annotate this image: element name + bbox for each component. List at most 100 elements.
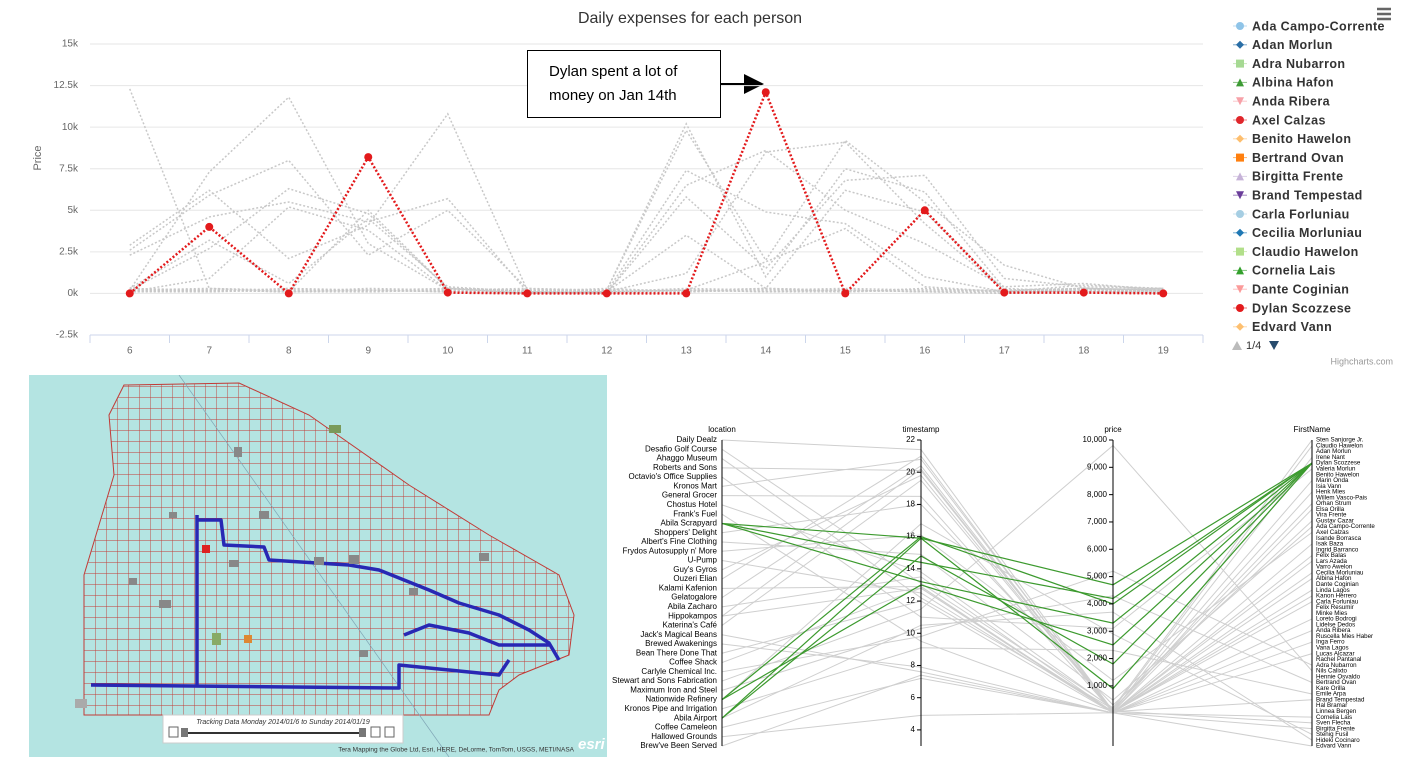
name-label: Sven Flecha	[1316, 720, 1351, 727]
x-tick-label: 7	[206, 346, 212, 357]
name-label: Elsa Orilla	[1316, 506, 1345, 513]
name-label: Irene Nant	[1316, 454, 1345, 461]
record-line	[721, 508, 1313, 713]
axis-tick-label: 1,000	[1087, 681, 1108, 690]
legend-label: Cornelia Lais	[1252, 264, 1336, 278]
record-line	[721, 587, 1313, 714]
legend-item[interactable]: Birgitta Frente	[1233, 170, 1343, 184]
location-label: Bean There Done That	[636, 648, 718, 657]
record-line	[721, 468, 1313, 630]
menu-button[interactable]	[1374, 6, 1394, 22]
previous-button[interactable]	[370, 726, 381, 738]
legend-symbol	[1236, 153, 1244, 162]
series-line	[129, 189, 1164, 293]
axis-tick-label: 4	[911, 725, 916, 734]
legend-item[interactable]: Dante Coginian	[1233, 282, 1349, 296]
data-point	[602, 289, 611, 298]
name-label: Ingrid Barranco	[1316, 546, 1359, 553]
name-label: Sten Sanjorge Jr.	[1316, 437, 1364, 444]
location-label: Hallowed Grounds	[651, 732, 717, 741]
legend-item[interactable]: Edvard Vann	[1233, 320, 1332, 334]
name-label: Adan Morlun	[1316, 448, 1352, 455]
legend-item[interactable]: Ada Campo-Corrente	[1233, 19, 1385, 33]
legend-item[interactable]: Brand Tempestad	[1233, 188, 1363, 202]
name-label: Varro Awelon	[1316, 564, 1353, 571]
legend-item[interactable]: Claudio Hawelon	[1233, 245, 1359, 259]
highlighted-record	[721, 462, 1313, 600]
location-label: Kronos Mart	[673, 481, 717, 490]
name-label: Rachel Pantanal	[1316, 656, 1361, 663]
legend-label: Adra Nubarron	[1252, 57, 1345, 71]
legend-item[interactable]: Axel Calzas	[1233, 113, 1326, 127]
location-label: Kalami Kafenion	[659, 583, 717, 592]
location-label: Shoppers' Delight	[654, 528, 718, 537]
name-label: Willem Vasco-Pais	[1316, 494, 1367, 501]
location-label: Hippokampos	[668, 611, 717, 620]
record-line	[721, 600, 1313, 714]
name-label: Bertrand Ovan	[1316, 679, 1357, 686]
legend-label: Edvard Vann	[1252, 320, 1332, 334]
legend-item[interactable]: Benito Hawelon	[1233, 132, 1351, 146]
axis-tick-label: 10,000	[1083, 435, 1108, 444]
series-line	[129, 112, 1164, 291]
legend-item[interactable]: Albina Hafon	[1233, 76, 1334, 90]
parallel-chart: location timestamp price FirstName Daily Dea…	[612, 425, 1375, 750]
legend-item[interactable]: Adra Nubarron	[1233, 57, 1345, 71]
location-label: Daily Dealz	[677, 435, 717, 444]
axis-tick-label: 4,000	[1087, 599, 1108, 608]
chart-title: Daily expenses for each person	[578, 10, 802, 27]
axis-title: FirstName	[1294, 425, 1331, 434]
legend-symbol	[1236, 304, 1244, 312]
record-line	[721, 611, 1313, 741]
name-label: Minke Mies	[1316, 610, 1347, 617]
x-tick-label: 16	[919, 346, 931, 357]
play-button[interactable]	[168, 726, 179, 738]
axis-tick-label: 5,000	[1087, 572, 1108, 581]
series-line	[129, 289, 1164, 293]
name-label: Henk Mies	[1316, 489, 1345, 496]
name-label: Claudio Hawelon	[1316, 442, 1363, 449]
record-line	[721, 630, 1313, 714]
legend-symbol	[1236, 116, 1244, 124]
name-label: Cecilia Morluniau	[1316, 569, 1364, 576]
name-label: Lucas Alcazar	[1316, 650, 1355, 657]
name-label: Carla Forluniau	[1316, 598, 1359, 605]
legend-item[interactable]: Carla Forluniau	[1233, 207, 1350, 221]
legend-symbol	[1236, 172, 1244, 181]
name-label: Loreto Bodrogi	[1316, 616, 1357, 623]
legend-item[interactable]: Cecilia Morluniau	[1233, 226, 1362, 240]
name-label: Emile Arpa	[1316, 691, 1346, 698]
legend-page-up[interactable]	[1232, 341, 1242, 350]
location-label: Abila Zacharo	[668, 602, 718, 611]
map: Tracking Data Monday 2014/01/6 to Sunday…	[29, 375, 607, 757]
legend-item[interactable]: Dylan Scozzese	[1233, 301, 1351, 315]
legend-symbol	[1236, 228, 1244, 237]
location-label: Gelatogalore	[671, 593, 717, 602]
legend-label: Birgitta Frente	[1252, 170, 1343, 184]
slider-handle[interactable]	[181, 728, 188, 737]
legend-item[interactable]: Bertrand Ovan	[1233, 151, 1344, 165]
legend-item[interactable]: Cornelia Lais	[1233, 264, 1336, 278]
legend-page-down[interactable]	[1269, 341, 1279, 350]
legend-symbol	[1236, 285, 1244, 294]
name-label: Hal Bramar	[1316, 702, 1347, 709]
slider-handle[interactable]	[359, 728, 366, 737]
record-line	[721, 674, 1313, 747]
axis-tick-label: 20	[906, 467, 915, 476]
name-label: Isia Vann	[1316, 483, 1342, 490]
series-line	[129, 95, 1164, 295]
legend-item[interactable]: Anda Ribera	[1233, 94, 1331, 108]
location-label: Abila Airport	[674, 713, 718, 722]
map-icons	[75, 425, 489, 708]
name-label: Cornelia Lais	[1316, 714, 1352, 721]
next-button[interactable]	[384, 726, 395, 738]
x-tick-label: 6	[127, 346, 133, 357]
location-label: Roberts and Sons	[653, 463, 717, 472]
location-label: Jack's Magical Beans	[640, 630, 717, 639]
map-logo: esri	[578, 736, 606, 753]
legend-item[interactable]: Adan Morlun	[1233, 38, 1333, 52]
series-line	[129, 159, 1164, 293]
name-label: Lars Azada	[1316, 558, 1348, 565]
axis-tick-label: 6	[911, 693, 916, 702]
credits[interactable]: Highcharts.com	[1330, 356, 1393, 366]
